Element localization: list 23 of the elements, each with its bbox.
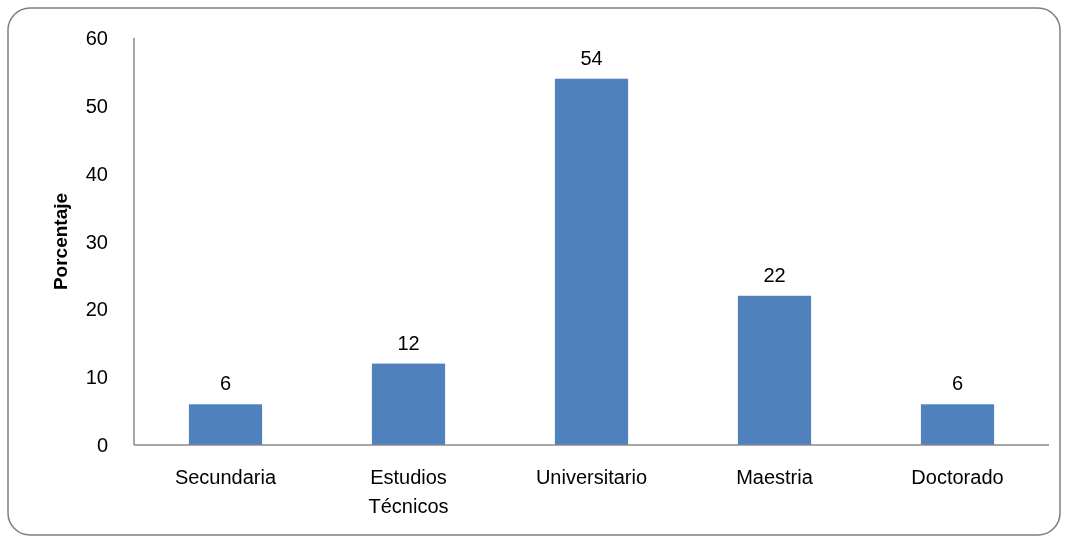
data-label: 54 [580,46,603,69]
data-label: 6 [219,372,232,395]
bar [554,78,629,445]
y-tick-label: 20 [85,298,108,321]
bar [188,404,263,445]
y-tick-label: 50 [85,94,108,117]
bar [737,295,812,445]
y-tick-label: 40 [85,162,108,185]
x-tick-label: Estudios Técnicos [368,466,449,517]
y-tick-label: 30 [85,230,108,253]
x-tick-label: Maestria [736,466,814,488]
x-tick-label: Doctorado [911,466,1004,488]
y-tick-label: 60 [85,27,108,49]
y-tick-label: 10 [85,366,108,389]
bar [371,363,446,445]
data-label: 22 [763,263,786,286]
y-tick-label: 0 [96,434,108,456]
data-label: 12 [397,331,420,354]
x-tick-label: Secundaria [174,466,277,488]
x-tick-label: Universitario [535,466,648,488]
data-label: 6 [951,372,964,395]
y-axis-title: Porcentaje [50,192,71,291]
bar [920,404,995,445]
